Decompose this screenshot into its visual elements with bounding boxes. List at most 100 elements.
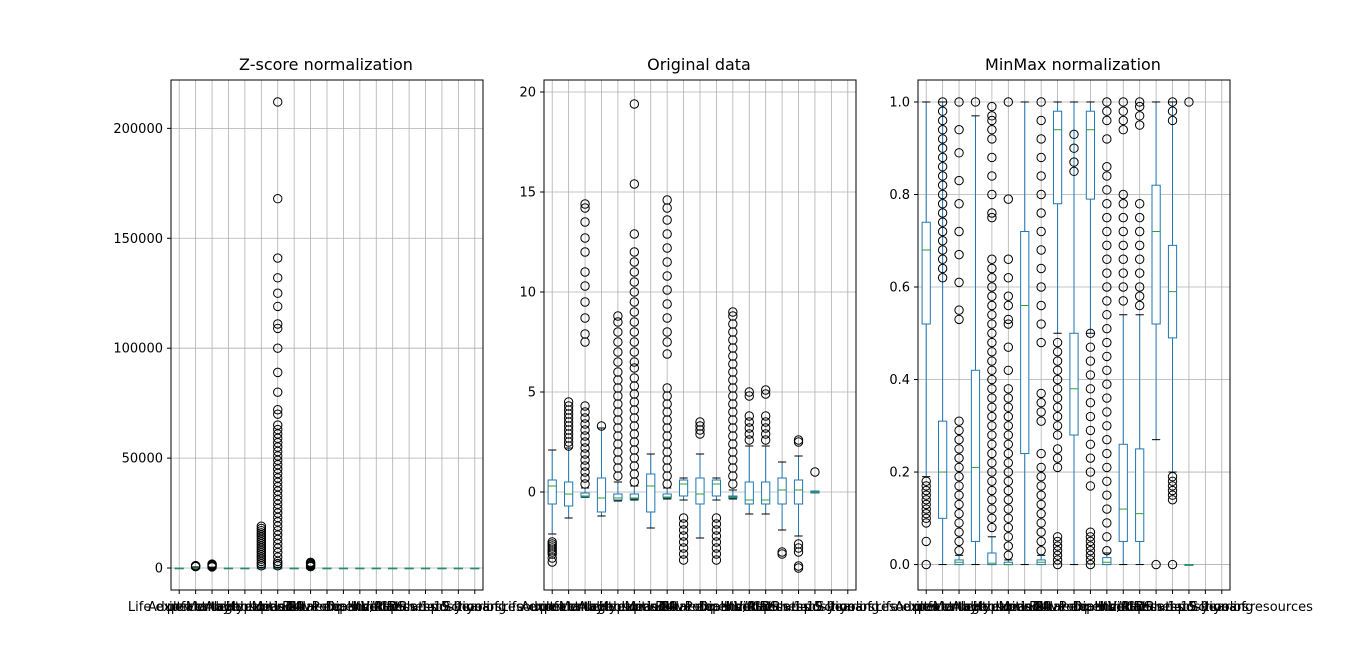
outlier-point <box>921 476 931 486</box>
box-6 <box>1003 97 1014 566</box>
outlier-point <box>1134 268 1145 278</box>
outlier-point <box>970 97 981 107</box>
outlier-point <box>1085 559 1096 570</box>
y-tick-label: 100000 <box>113 342 163 357</box>
box-7 <box>1020 101 1030 566</box>
outlier-point <box>1085 545 1096 556</box>
outlier-point <box>1036 462 1046 473</box>
outlier-point <box>678 543 689 553</box>
outlier-point <box>1003 439 1014 449</box>
outlier-point <box>937 115 948 126</box>
outlier-point <box>711 543 722 553</box>
outlier-point <box>1085 481 1096 491</box>
x-tick-label: thinness 1-19 years <box>734 600 863 615</box>
outlier-point <box>273 97 283 107</box>
outlier-point <box>987 356 997 366</box>
outlier-point <box>662 195 672 205</box>
outlier-point <box>1052 555 1063 565</box>
x-tick-label: thinness 1-19 years <box>1108 600 1237 615</box>
x-tick-label: Alcohol <box>578 600 625 615</box>
outlier-point <box>1118 212 1128 223</box>
outlier-point <box>987 365 997 375</box>
x-tick-label: infant deaths <box>916 600 1002 615</box>
outlier-point <box>629 267 640 277</box>
outlier-point <box>629 297 640 307</box>
outlier-point <box>921 504 931 514</box>
box-8 <box>1036 97 1046 566</box>
outlier-point <box>613 337 623 347</box>
outlier-point <box>256 525 267 536</box>
outlier-point <box>711 549 722 559</box>
outlier-point <box>711 537 722 547</box>
outlier-point <box>987 254 997 264</box>
outlier-point <box>987 282 997 292</box>
outlier-point <box>1118 226 1128 237</box>
outlier-point <box>711 513 722 523</box>
outlier-point <box>760 411 771 421</box>
outlier-point <box>1102 532 1112 542</box>
x-tick-label: Total expenditure <box>286 600 400 615</box>
outlier-point <box>1102 490 1112 500</box>
outlier-point <box>954 481 964 491</box>
outlier-point <box>1085 356 1096 366</box>
box-body <box>1151 184 1161 325</box>
outlier-point <box>1118 125 1128 135</box>
x-tick-label: Adult Mortality <box>521 600 617 615</box>
outlier-point <box>728 307 738 317</box>
box-body <box>695 477 705 505</box>
x-tick-label: Schooling <box>443 600 506 615</box>
y-tick-label: 0 <box>155 562 163 577</box>
box-11 <box>711 477 722 565</box>
outlier-point <box>1085 555 1096 565</box>
outlier-point <box>1052 559 1063 570</box>
x-tick-label: Total expenditure <box>1033 600 1147 615</box>
outlier-point <box>1102 365 1112 375</box>
box-9 <box>678 477 689 565</box>
box-body <box>744 481 754 505</box>
box-5 <box>240 567 250 570</box>
outlier-point <box>629 307 640 317</box>
outlier-point <box>1052 453 1063 463</box>
outlier-point <box>937 143 948 153</box>
x-tick-label: Total expenditure <box>659 600 773 615</box>
outlier-point <box>547 553 557 563</box>
outlier-point <box>987 439 997 449</box>
outlier-point <box>1085 532 1096 542</box>
outlier-point <box>987 384 997 394</box>
outlier-point <box>937 199 948 209</box>
outlier-point <box>711 555 722 565</box>
outlier-point <box>273 367 283 378</box>
outlier-point <box>1102 254 1112 264</box>
box-7 <box>273 97 283 571</box>
chart-original: Original data 0 5 10 15 20 Life expectancyAdu… <box>501 55 939 615</box>
outlier-point <box>1003 495 1014 505</box>
y-tick-label: 0.8 <box>889 188 910 203</box>
outlier-point <box>793 543 804 553</box>
box-15 <box>1151 101 1161 570</box>
box-body <box>1102 557 1112 566</box>
outlier-point <box>613 327 623 337</box>
outlier-point <box>678 531 689 541</box>
outlier-point <box>695 417 705 427</box>
outlier-point <box>256 521 267 531</box>
outlier-point <box>987 263 997 274</box>
box-body <box>613 493 623 501</box>
outlier-point <box>1036 97 1046 107</box>
box-10 <box>1069 101 1079 566</box>
outlier-point <box>954 148 964 158</box>
x-tick-label: GDP <box>752 600 780 615</box>
x-tick-label: Population <box>1122 600 1190 615</box>
outlier-point <box>678 537 689 547</box>
outlier-point <box>1102 199 1112 209</box>
box-body <box>678 479 689 497</box>
x-tick-label: GDP <box>379 600 407 615</box>
box-body <box>1118 443 1128 542</box>
outlier-point <box>1052 430 1063 440</box>
outlier-point <box>954 226 964 237</box>
outlier-point <box>1102 268 1112 278</box>
x-tick-label: Schooling <box>816 600 879 615</box>
outlier-point <box>987 212 997 223</box>
outlier-point <box>1102 106 1112 116</box>
outlier-point <box>1118 296 1128 306</box>
